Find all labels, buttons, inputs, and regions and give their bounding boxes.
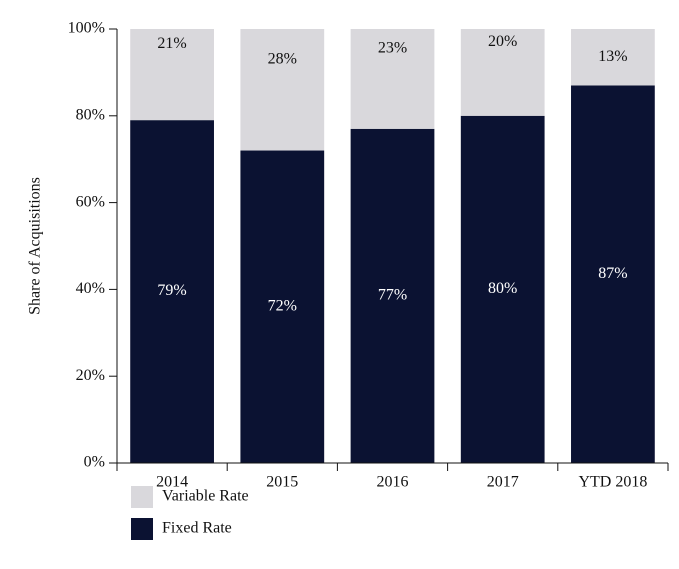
data-label: 21% [157, 35, 186, 52]
y-tick-label: 0% [84, 454, 105, 471]
bar-segment [571, 29, 655, 86]
legend-label: Fixed Rate [162, 520, 232, 537]
bar-segment [130, 120, 214, 463]
x-tick-label: 2015 [266, 474, 298, 491]
data-label: 87% [598, 265, 627, 282]
bar-segment [130, 29, 214, 121]
data-label: 77% [378, 287, 407, 304]
y-tick-label: 80% [76, 106, 105, 123]
legend-swatch [131, 518, 153, 540]
y-tick-label: 60% [76, 193, 105, 210]
bar-segment [460, 29, 545, 116]
bar-segment [240, 150, 325, 463]
data-label: 72% [268, 297, 297, 314]
x-tick-label: 2016 [377, 474, 409, 491]
data-label: 13% [598, 48, 627, 65]
y-tick-label: 100% [68, 20, 105, 37]
bar-segment [350, 29, 435, 129]
x-tick-label: YTD 2018 [578, 474, 647, 491]
y-axis-label: Share of Acquisitions [27, 177, 44, 315]
x-tick-label: 2017 [487, 474, 519, 491]
x-tick-label: 2014 [156, 474, 188, 491]
y-tick-label: 40% [76, 280, 105, 297]
bar-segment [571, 85, 655, 464]
data-label: 20% [488, 33, 517, 50]
y-tick-label: 20% [76, 367, 105, 384]
data-label: 28% [268, 50, 297, 67]
bar-segment [350, 128, 435, 463]
legend-label: Variable Rate [162, 488, 249, 505]
legend-swatch [131, 486, 153, 508]
data-label: 23% [378, 40, 407, 57]
bar-segment [460, 115, 545, 464]
data-label: 79% [157, 282, 186, 299]
bar-segment [240, 29, 325, 151]
data-label: 80% [488, 280, 517, 297]
